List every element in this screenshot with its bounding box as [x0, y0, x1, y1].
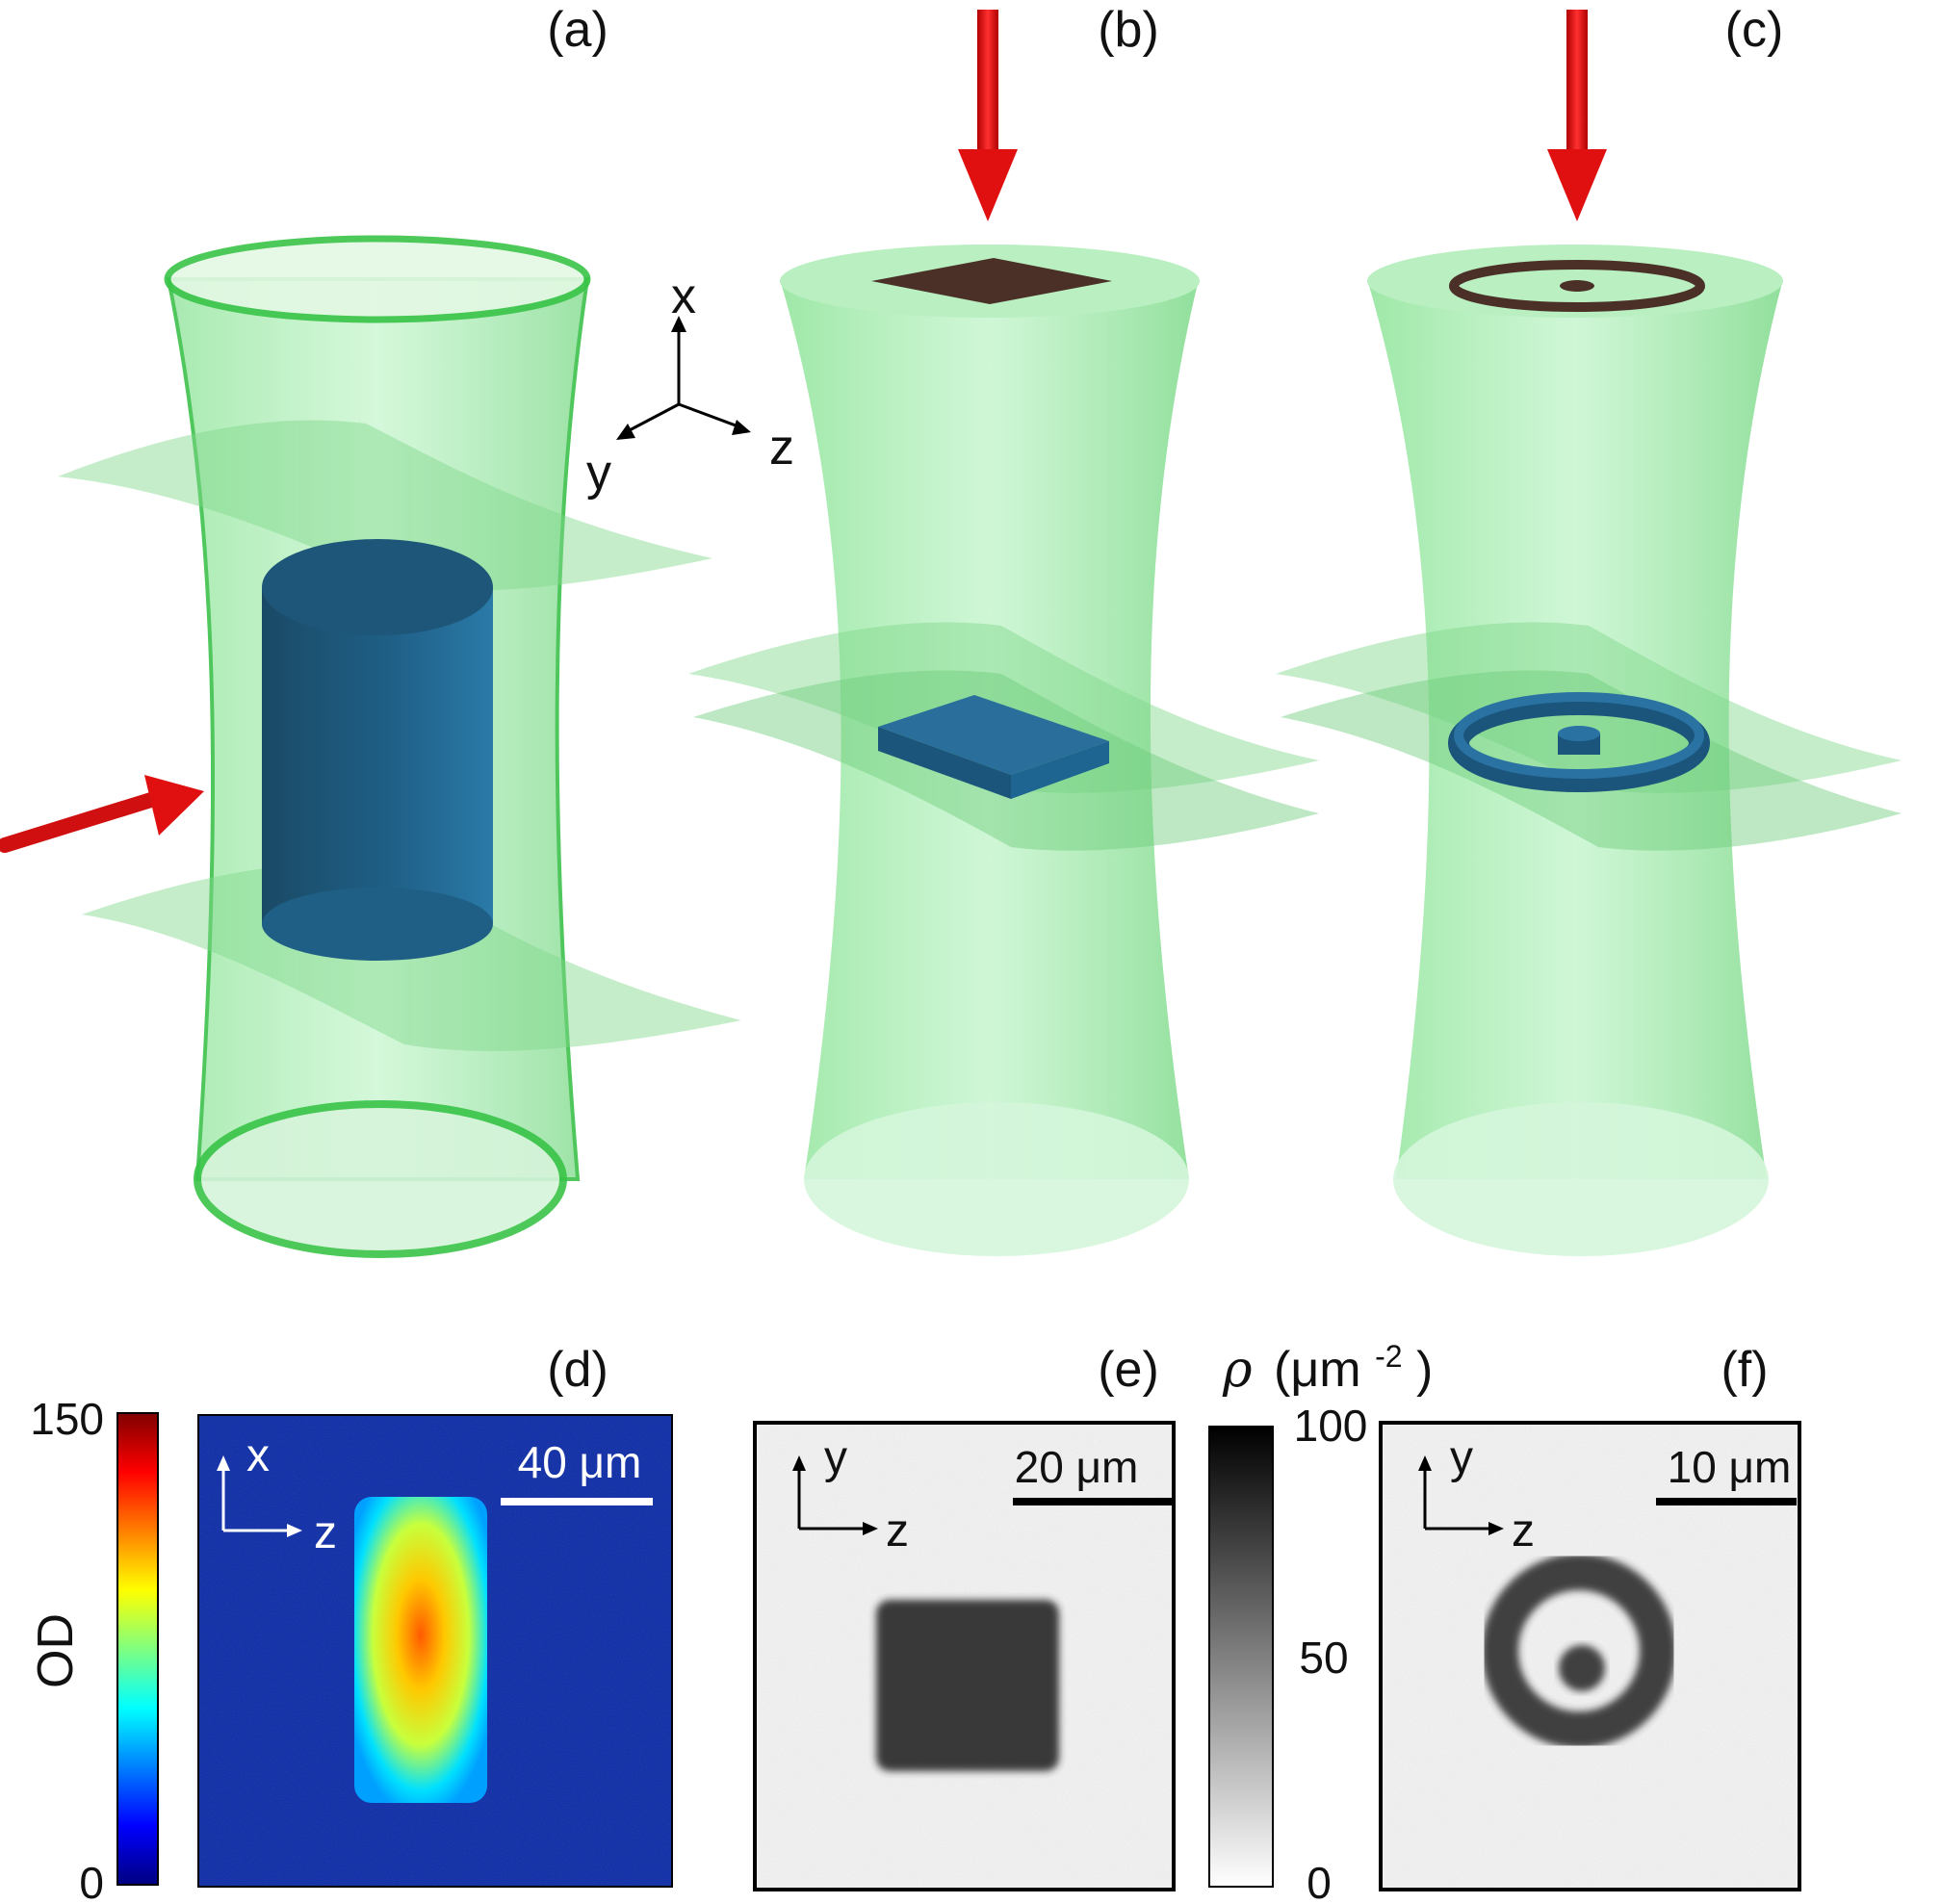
atom-cloud-cylinder	[262, 587, 493, 924]
panel-c-label: (c)	[1725, 2, 1784, 58]
light-sheet-c-lower	[1281, 670, 1902, 851]
panel-a: (a)	[0, 2, 741, 1258]
panel-a-label: (a)	[547, 2, 608, 58]
scale-bar-f-label: 10 μm	[1668, 1442, 1792, 1492]
panel-f-label: (f)	[1721, 1342, 1768, 1398]
top-arrow-c	[1547, 10, 1607, 221]
density-colorbar-title: ρ (μm -2 )	[1222, 1323, 1433, 1399]
od-colorbar-title: OD	[28, 1613, 84, 1688]
axes-e-right-label: z	[886, 1505, 909, 1557]
square-slab-front	[878, 727, 1011, 799]
axes-f-right-label: z	[1512, 1505, 1535, 1557]
panel-e-label: (e)	[1098, 1342, 1159, 1398]
density-colorbar	[1208, 1426, 1274, 1888]
od-colorbar	[116, 1412, 159, 1886]
beam-b-bottom	[804, 1102, 1189, 1256]
axis3d-y-label: y	[586, 445, 611, 501]
panel-c: (c)	[1276, 2, 1902, 1256]
side-arrow	[0, 775, 204, 853]
dot-object-top	[1558, 726, 1600, 741]
beam-c-bottom	[1393, 1102, 1769, 1256]
scale-bar-d-label: 40 μm	[518, 1437, 642, 1487]
axes-e: y z	[792, 1432, 909, 1557]
square-mask	[871, 258, 1112, 304]
axes-e-up-label: y	[824, 1432, 847, 1483]
beam-a-top	[164, 235, 591, 323]
density-ring	[1482, 1554, 1676, 1748]
panel-d: (d) 150 0 OD 40 μm x z	[28, 1342, 673, 1904]
axes-d-right-label: z	[314, 1507, 337, 1558]
scale-bar-e-label: 20 μm	[1015, 1442, 1139, 1492]
axes-f-up-label: y	[1450, 1432, 1473, 1483]
od-colorbar-min: 0	[79, 1858, 104, 1904]
od-image-frame	[197, 1414, 673, 1888]
ring-mask	[1449, 260, 1705, 312]
ring-object-highlight	[1454, 692, 1704, 779]
atom-cloud-cylinder-top	[262, 539, 493, 635]
axes-f: y z	[1418, 1432, 1535, 1557]
top-arrow-b	[958, 10, 1018, 221]
dot-mask	[1560, 280, 1594, 292]
axes-d-up-label: x	[246, 1430, 270, 1481]
square-slab-side	[1011, 741, 1109, 799]
axis3d-z-label: z	[769, 420, 794, 476]
atom-cloud-cylinder-bottom	[262, 888, 493, 961]
beam-a-bottom	[194, 1100, 567, 1258]
density-colorbar-max: 100	[1294, 1401, 1368, 1451]
density-dot	[1559, 1645, 1605, 1691]
od-atom-cloud	[354, 1497, 487, 1803]
light-sheet-a-upper	[58, 420, 712, 591]
density-colorbar-mid: 50	[1299, 1633, 1348, 1683]
square-slab-top	[878, 695, 1109, 775]
panel-f: (f) 10 μm y z	[1379, 1342, 1801, 1891]
axis3d-x-label: x	[671, 269, 696, 324]
panel-d-label: (d)	[547, 1342, 608, 1398]
axes-3d: x y z	[586, 269, 794, 501]
od-colorbar-max: 150	[30, 1394, 104, 1444]
density-square	[876, 1600, 1059, 1771]
density-colorbar-min: 0	[1307, 1858, 1332, 1904]
panel-e: (e) 20 μm y z 100 50 0 ρ (μm -2 )	[753, 1323, 1433, 1904]
panel-b: (b)	[688, 2, 1319, 1256]
axes-d: x z	[217, 1430, 337, 1558]
panel-b-label: (b)	[1098, 2, 1159, 58]
